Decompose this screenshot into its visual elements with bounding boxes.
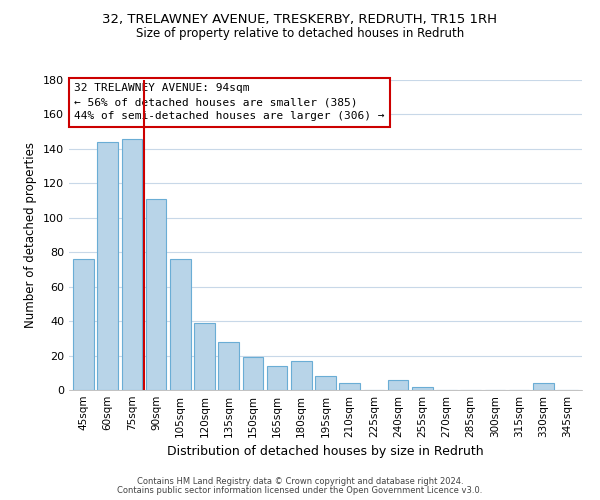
Text: 32 TRELAWNEY AVENUE: 94sqm
← 56% of detached houses are smaller (385)
44% of sem: 32 TRELAWNEY AVENUE: 94sqm ← 56% of deta… [74, 83, 385, 121]
Bar [242, 358, 263, 390]
Bar [97, 142, 118, 390]
Bar [170, 259, 191, 390]
Bar [218, 342, 239, 390]
Bar [412, 386, 433, 390]
Bar [340, 383, 360, 390]
Bar [533, 383, 554, 390]
Bar [73, 259, 94, 390]
Text: Contains public sector information licensed under the Open Government Licence v3: Contains public sector information licen… [118, 486, 482, 495]
Bar [194, 323, 215, 390]
Bar [315, 376, 336, 390]
Y-axis label: Number of detached properties: Number of detached properties [25, 142, 37, 328]
Text: Contains HM Land Registry data © Crown copyright and database right 2024.: Contains HM Land Registry data © Crown c… [137, 477, 463, 486]
Text: 32, TRELAWNEY AVENUE, TRESKERBY, REDRUTH, TR15 1RH: 32, TRELAWNEY AVENUE, TRESKERBY, REDRUTH… [103, 12, 497, 26]
Bar [122, 138, 142, 390]
Bar [146, 199, 166, 390]
Bar [267, 366, 287, 390]
X-axis label: Distribution of detached houses by size in Redruth: Distribution of detached houses by size … [167, 446, 484, 458]
Bar [291, 360, 311, 390]
Text: Size of property relative to detached houses in Redruth: Size of property relative to detached ho… [136, 28, 464, 40]
Bar [388, 380, 409, 390]
